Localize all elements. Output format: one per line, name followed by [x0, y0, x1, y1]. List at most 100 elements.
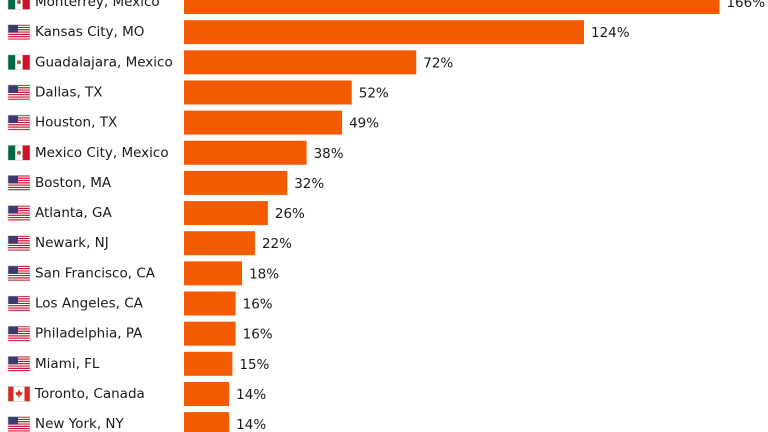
flag-stripe: [8, 212, 30, 214]
flag-stripe: [8, 275, 30, 277]
flag-stripe: [8, 96, 30, 98]
flag-stripe: [8, 356, 30, 358]
flag-stripe: [8, 272, 30, 274]
bar: [184, 381, 230, 406]
flag-band: [8, 386, 14, 402]
flag-icon: [7, 114, 31, 131]
category-label: Mexico City, Mexico: [35, 145, 169, 161]
flag-stripe: [8, 125, 30, 127]
flag-border: [7, 24, 31, 40]
bar: [184, 20, 584, 45]
flag-icon: [7, 205, 31, 221]
flag-stripe: [8, 300, 30, 302]
value-label: 15%: [239, 357, 269, 373]
flag-stripe: [8, 243, 30, 245]
flag-stripe: [8, 36, 30, 38]
bar: [184, 231, 255, 256]
value-label: 166%: [726, 0, 765, 11]
flag-stripe: [8, 186, 30, 189]
flag-border: [7, 355, 31, 372]
flag-stripe: [8, 206, 30, 208]
flag-stripe: [8, 364, 30, 366]
flag-stripe: [8, 235, 30, 237]
flag-stripe: [8, 299, 30, 301]
flag-stripe: [8, 38, 30, 40]
flag-icon: [7, 295, 31, 312]
value-label: 49%: [349, 116, 379, 132]
flag-stripe: [8, 95, 30, 97]
flag-stripe: [8, 276, 30, 278]
flag-stripe: [8, 430, 30, 432]
flag-stripe: [8, 329, 30, 331]
flag-stripe: [8, 265, 30, 268]
flag-stripe: [8, 180, 30, 182]
flag-stripe: [8, 239, 30, 241]
flag-border: [7, 144, 31, 161]
flag-icon: [7, 265, 31, 282]
flag-canton: [8, 235, 18, 244]
flag-stripe: [8, 215, 30, 218]
flag-stripe: [8, 244, 30, 247]
flag-stripe: [8, 207, 30, 210]
flag-stripe: [8, 184, 30, 186]
flag-stripe: [8, 182, 30, 184]
flag-stripe: [8, 271, 30, 273]
flag-band: [15, 0, 23, 10]
flag-stripe: [8, 236, 30, 239]
flag-stripe: [8, 338, 30, 340]
bar: [184, 201, 268, 226]
flag-stripe: [8, 326, 30, 328]
flag-stripe: [8, 302, 30, 305]
category-label: Guadalajara, Mexico: [35, 54, 173, 70]
category-label: Dallas, TX: [35, 84, 103, 100]
flag-stripe: [8, 309, 30, 311]
flag-border: [7, 295, 31, 312]
flag-stripe: [8, 238, 30, 240]
flag-stripe: [8, 426, 30, 429]
flag-stripe: [8, 24, 30, 26]
bar: [184, 291, 236, 316]
value-label: 72%: [423, 55, 453, 71]
flag-stripe: [8, 298, 30, 300]
flag-stripe: [8, 362, 30, 364]
flag-border: [7, 175, 31, 191]
flag-stripe: [8, 423, 30, 425]
bar: [184, 412, 230, 432]
flag-icon: [7, 175, 31, 191]
flag-stripe: [8, 188, 30, 190]
flag-stripe: [8, 328, 30, 330]
flag-leaf: [15, 389, 23, 398]
flag-stripe: [8, 429, 30, 431]
value-label: 16%: [243, 327, 273, 343]
flag-stripe: [8, 183, 30, 185]
flag-stripe: [8, 242, 30, 244]
flag-band: [24, 386, 30, 402]
category-label: Los Angeles, CA: [35, 296, 144, 312]
flag-stripe: [8, 428, 30, 430]
flag-icon: [7, 325, 31, 342]
flag-stripe: [8, 366, 30, 368]
flag-stripe: [8, 333, 30, 335]
flag-stripe: [8, 218, 30, 220]
flag-stripe: [8, 331, 30, 334]
flag-stripe: [8, 86, 30, 88]
flag-stripe: [8, 213, 30, 215]
category-label: New York, NY: [35, 416, 124, 432]
flag-stripe: [8, 416, 30, 418]
flag-stripe: [8, 122, 30, 124]
flag-canton: [8, 265, 18, 274]
flag-stripe: [8, 307, 30, 309]
flag-stripe: [8, 189, 30, 191]
flag-border: [7, 114, 31, 131]
flag-stripe: [8, 30, 30, 32]
flag-stripe: [8, 32, 30, 34]
flag-border: [7, 205, 31, 221]
flag-stripe: [8, 277, 30, 279]
flag-canton: [8, 24, 18, 33]
category-label: Toronto, Canada: [34, 386, 145, 402]
flag-stripe: [8, 249, 30, 251]
flag-border: [7, 54, 31, 71]
flag-stripe: [8, 330, 30, 332]
flag-stripe: [8, 127, 30, 129]
flag-stripe: [8, 35, 30, 37]
